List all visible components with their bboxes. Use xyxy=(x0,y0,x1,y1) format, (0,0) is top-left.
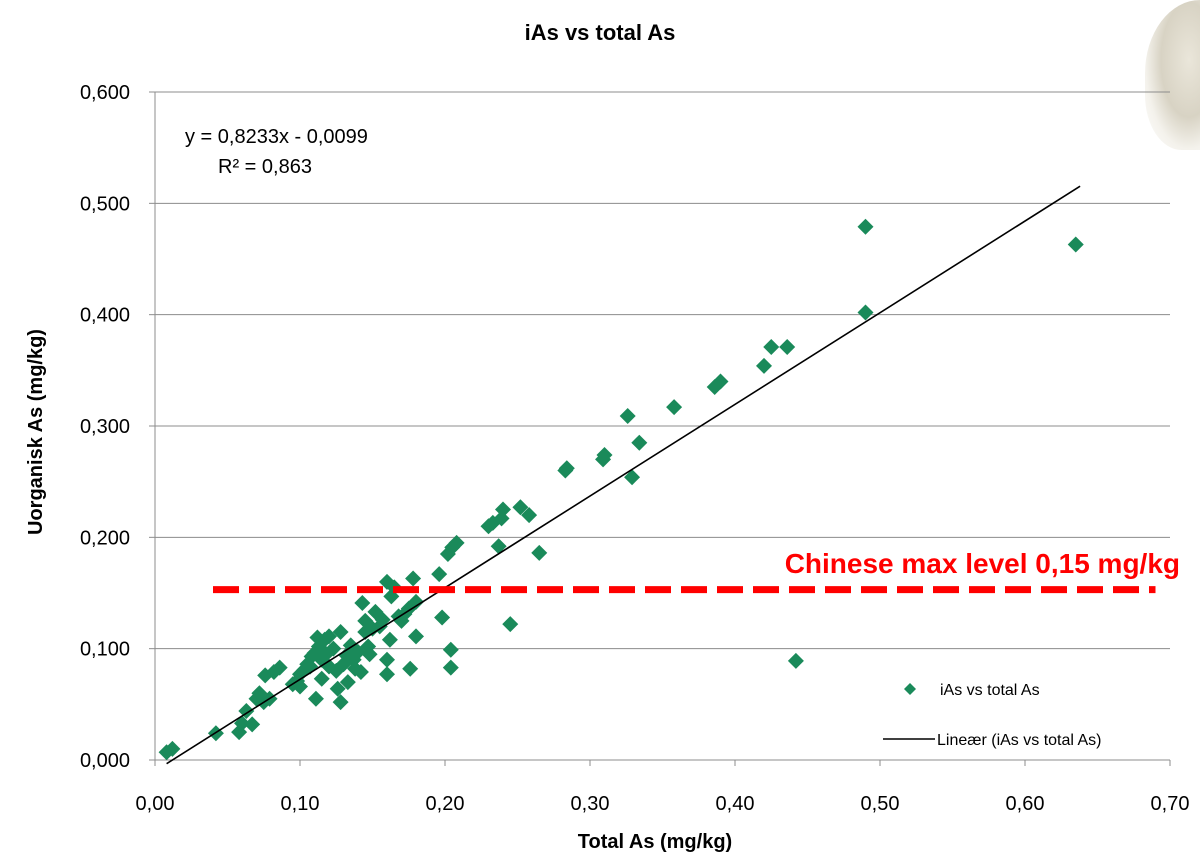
y-tick-label: 0,200 xyxy=(80,527,130,549)
data-point xyxy=(712,373,729,390)
x-tick-label: 0,50 xyxy=(861,793,900,815)
data-point xyxy=(408,628,424,645)
data-point xyxy=(381,631,398,648)
x-tick-label: 0,00 xyxy=(136,793,175,815)
data-point xyxy=(558,460,575,477)
data-point xyxy=(379,666,395,683)
data-point xyxy=(619,407,636,424)
data-point xyxy=(405,570,422,587)
data-point xyxy=(495,501,511,518)
chart-title: iAs vs total As xyxy=(525,20,676,45)
data-point xyxy=(332,694,349,711)
x-tick-label: 0,10 xyxy=(281,793,320,815)
data-point xyxy=(361,646,378,663)
x-tick-label: 0,20 xyxy=(426,793,465,815)
y-axis-title: Uorganisk As (mg/kg) xyxy=(25,329,47,535)
legend-marker-diamond xyxy=(904,683,916,695)
data-point xyxy=(313,670,330,687)
data-point xyxy=(354,595,371,612)
data-point xyxy=(271,659,288,676)
data-point xyxy=(164,740,181,757)
y-tick-label: 0,600 xyxy=(80,82,130,104)
r-squared-label: R² = 0,863 xyxy=(218,156,312,178)
x-tick-label: 0,60 xyxy=(1006,793,1045,815)
data-point xyxy=(787,652,804,669)
y-tick-label: 0,300 xyxy=(80,416,130,438)
data-point xyxy=(379,651,395,668)
trendline-group xyxy=(166,185,1081,765)
data-point xyxy=(779,338,796,355)
data-point xyxy=(521,507,538,524)
data-point xyxy=(763,338,780,355)
axes xyxy=(149,91,1171,766)
legend: iAs vs total As Lineær (iAs vs total As) xyxy=(883,682,1102,749)
legend-label-trendline: Lineær (iAs vs total As) xyxy=(937,732,1102,749)
data-point xyxy=(857,304,874,321)
data-point xyxy=(442,641,459,658)
y-tick-label: 0,000 xyxy=(80,750,130,772)
data-point xyxy=(307,690,324,707)
data-point xyxy=(442,659,459,676)
x-tick-label: 0,30 xyxy=(571,793,610,815)
data-point xyxy=(490,538,507,555)
data-point xyxy=(1067,236,1084,253)
y-tick-labels: 0,000 0,100 0,200 0,300 0,400 0,500 0,600 xyxy=(80,82,130,772)
data-point xyxy=(448,534,465,551)
y-tick-label: 0,400 xyxy=(80,305,130,327)
max-level-label: Chinese max level 0,15 mg/kg xyxy=(785,548,1180,579)
data-point xyxy=(857,218,874,235)
data-point xyxy=(431,566,448,583)
data-point xyxy=(352,664,369,681)
trendline xyxy=(166,185,1081,765)
data-point xyxy=(332,623,349,640)
y-tick-label: 0,500 xyxy=(80,193,130,215)
data-point xyxy=(434,609,451,626)
data-points xyxy=(158,218,1084,761)
data-point xyxy=(631,434,648,451)
data-point xyxy=(321,628,337,645)
data-point xyxy=(408,593,424,610)
y-tick-label: 0,100 xyxy=(80,639,130,661)
trendline-equation: y = 0,8233x - 0,0099 xyxy=(185,126,368,148)
x-tick-label: 0,70 xyxy=(1151,793,1190,815)
data-point xyxy=(325,640,342,657)
x-axis-title: Total As (mg/kg) xyxy=(578,831,732,853)
x-tick-labels: 0,00 0,10 0,20 0,30 0,40 0,50 0,60 0,70 xyxy=(136,793,1190,815)
data-point xyxy=(666,399,683,416)
data-point xyxy=(244,716,261,733)
data-point xyxy=(339,674,356,691)
data-point xyxy=(756,357,772,374)
data-point xyxy=(512,499,529,516)
data-point xyxy=(531,544,548,561)
data-point xyxy=(596,446,613,463)
data-point xyxy=(329,680,346,697)
x-tick-label: 0,40 xyxy=(716,793,755,815)
data-point xyxy=(624,469,641,486)
legend-label-series: iAs vs total As xyxy=(940,682,1040,699)
data-point xyxy=(402,660,419,677)
data-point xyxy=(502,616,519,633)
